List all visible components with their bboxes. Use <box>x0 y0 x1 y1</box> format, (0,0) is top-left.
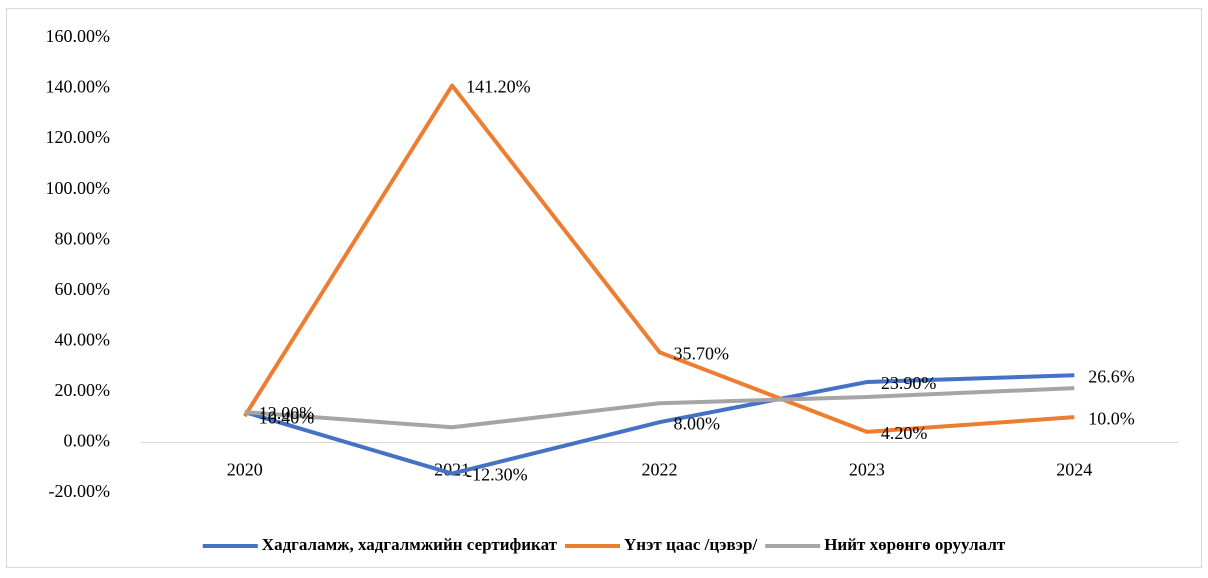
x-tick-label: 2023 <box>849 460 885 480</box>
series-line <box>244 373 1075 476</box>
data-label: 4.20% <box>881 423 928 443</box>
y-tick-label: 60.00% <box>55 279 111 299</box>
data-label: 35.70% <box>674 343 730 363</box>
legend-label: Хадгаламж, хадгалмжийн сертификат <box>262 535 558 554</box>
x-tick-label: 2024 <box>1056 460 1092 480</box>
y-tick-label: 0.00% <box>64 431 111 451</box>
data-label: 23.90% <box>881 373 937 393</box>
legend-label: Үнэт цаас /цэвэр/ <box>624 535 757 554</box>
chart-border <box>6 8 1202 568</box>
series-line <box>244 386 1075 430</box>
x-tick-label: 2021 <box>434 460 470 480</box>
y-tick-label: 100.00% <box>46 178 111 198</box>
y-tick-label: 40.00% <box>55 329 111 349</box>
legend-label: Нийт хөрөнгө оруулалт <box>824 535 1006 554</box>
data-label: 12.00% <box>259 403 315 423</box>
x-tick-label: 2022 <box>642 460 678 480</box>
data-label: 26.6% <box>1088 366 1135 386</box>
y-tick-label: -20.00% <box>49 481 111 501</box>
data-label: 10.40% <box>259 407 315 427</box>
data-label: 8.00% <box>674 413 721 433</box>
x-tick-label: 2020 <box>227 460 263 480</box>
data-label: -12.30% <box>466 465 527 485</box>
data-label: 10.0% <box>1088 408 1135 428</box>
legend: Хадгаламж, хадгалмжийн сертификат Үнэт ца… <box>202 535 1006 554</box>
series-line <box>243 83 1075 434</box>
data-label: 141.20% <box>466 77 530 97</box>
y-tick-label: 80.00% <box>55 228 111 248</box>
y-tick-label: 160.00% <box>46 26 111 46</box>
y-tick-label: 140.00% <box>46 77 111 97</box>
y-tick-label: 20.00% <box>55 380 111 400</box>
y-tick-label: 120.00% <box>46 127 111 147</box>
